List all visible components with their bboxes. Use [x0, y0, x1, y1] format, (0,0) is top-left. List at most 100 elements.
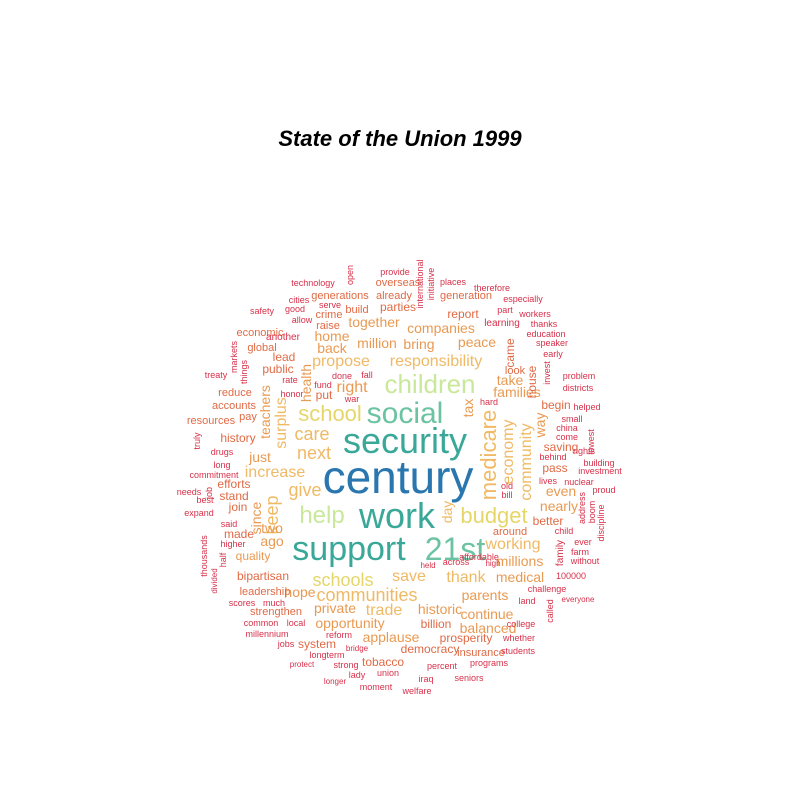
cloud-word-lead: lead — [273, 350, 296, 364]
cloud-word-insurance: insurance — [457, 647, 505, 659]
cloud-word-done: done — [332, 371, 352, 381]
cloud-word-part: part — [497, 305, 513, 315]
cloud-word-commitment: commitment — [189, 470, 239, 480]
cloud-word-another: another — [266, 332, 301, 343]
cloud-word-teachers: teachers — [257, 385, 273, 439]
cloud-word-common: common — [244, 618, 279, 628]
cloud-word-discipline: discipline — [596, 504, 606, 541]
cloud-word-nearly: nearly — [540, 498, 578, 514]
cloud-word-parties: parties — [380, 300, 416, 314]
cloud-word-keep: keep — [262, 495, 282, 534]
cloud-word-strong: strong — [333, 660, 358, 670]
cloud-word-history: history — [220, 431, 255, 445]
cloud-word-saving: saving — [544, 440, 579, 454]
cloud-word-care: care — [294, 424, 329, 444]
cloud-word-private: private — [314, 600, 356, 616]
cloud-word-next: next — [297, 443, 331, 463]
cloud-word-whether: whether — [502, 633, 535, 643]
cloud-word-take: take — [497, 372, 524, 388]
cloud-word-long: long — [213, 460, 230, 470]
cloud-word-helped: helped — [573, 402, 600, 412]
cloud-word-fall: fall — [361, 370, 373, 380]
cloud-word-crime: crime — [316, 309, 343, 321]
cloud-word-resources: resources — [187, 415, 236, 427]
cloud-word-rate: rate — [282, 375, 298, 385]
cloud-word-seniors: seniors — [454, 673, 484, 683]
cloud-word-security: security — [343, 420, 467, 461]
cloud-word-students: students — [501, 646, 536, 656]
cloud-word-21st: 21st — [425, 531, 486, 567]
cloud-word-strengthen: strengthen — [250, 606, 302, 618]
cloud-word-said: said — [221, 519, 238, 529]
cloud-word-invest: invest — [542, 361, 552, 385]
cloud-word-moment: moment — [360, 682, 393, 692]
cloud-word-boom: boom — [587, 501, 597, 524]
cloud-word-came: came — [503, 338, 517, 368]
cloud-word-much: much — [263, 598, 285, 608]
cloud-word-higher: higher — [220, 539, 245, 549]
cloud-word-peace: peace — [458, 334, 496, 350]
cloud-word-already: already — [376, 290, 413, 302]
cloud-word-stand: stand — [219, 489, 248, 503]
cloud-word-way: way — [532, 413, 548, 439]
cloud-word-family: family — [555, 540, 566, 566]
cloud-word-percent: percent — [427, 661, 458, 671]
cloud-word-balanced: balanced — [460, 620, 517, 636]
cloud-word-truly: truly — [192, 432, 202, 450]
cloud-word-best: best — [196, 495, 214, 505]
cloud-word-open: open — [345, 265, 355, 285]
cloud-word-schools: schools — [312, 570, 373, 590]
cloud-word-back: back — [317, 340, 348, 356]
cloud-word-allow: allow — [292, 315, 313, 325]
cloud-word-together: together — [348, 314, 400, 330]
cloud-word-medicare: medicare — [476, 410, 501, 500]
cloud-word-surplus: surplus — [273, 397, 290, 449]
cloud-word-thousands: thousands — [199, 535, 209, 577]
cloud-word-save: save — [392, 568, 426, 585]
cloud-word-build: build — [345, 304, 368, 316]
cloud-word-billion: billion — [421, 617, 452, 631]
cloud-word-medical: medical — [496, 569, 544, 585]
cloud-word-parents: parents — [462, 587, 509, 603]
cloud-word-districts: districts — [563, 383, 594, 393]
cloud-word-welfare: welfare — [401, 686, 431, 696]
cloud-word-cities: cities — [289, 295, 310, 305]
cloud-word-pay: pay — [239, 411, 257, 423]
cloud-word-thank: thank — [446, 569, 486, 586]
cloud-word-increase: increase — [245, 464, 306, 481]
cloud-word-applause: applause — [363, 629, 420, 645]
cloud-word-half: half — [218, 552, 228, 567]
cloud-word-leadership: leadership — [240, 586, 291, 598]
cloud-word-protect: protect — [290, 660, 315, 669]
cloud-word-day: day — [439, 501, 455, 524]
cloud-word-millennium: millennium — [245, 629, 288, 639]
cloud-word-behind: behind — [539, 452, 566, 462]
cloud-word-economy: economy — [500, 420, 517, 485]
cloud-word-house: house — [525, 365, 539, 398]
cloud-word-honor: honor — [280, 389, 303, 399]
cloud-word-working: working — [484, 536, 540, 553]
cloud-word-divided: divided — [210, 568, 219, 593]
cloud-word-reduce: reduce — [218, 387, 252, 399]
cloud-word-give: give — [288, 480, 321, 500]
cloud-word-education: education — [526, 329, 565, 339]
cloud-word-address: address — [577, 491, 587, 524]
cloud-word-since: since — [248, 501, 264, 534]
cloud-word-tax: tax — [460, 399, 476, 418]
cloud-word-ago: ago — [260, 533, 284, 549]
cloud-word-treaty: treaty — [205, 370, 228, 380]
cloud-word-china: china — [556, 423, 578, 433]
cloud-word-work: work — [358, 495, 436, 536]
cloud-word-problem: problem — [563, 371, 596, 381]
cloud-word-without: without — [570, 556, 600, 566]
cloud-word-workers: workers — [518, 309, 551, 319]
cloud-word-especially: especially — [503, 294, 543, 304]
cloud-word-school: school — [298, 401, 362, 426]
cloud-word-join: join — [228, 500, 248, 514]
cloud-word-companies: companies — [407, 320, 475, 336]
cloud-word-put: put — [316, 388, 333, 402]
cloud-word-support: support — [292, 530, 406, 568]
cloud-word-hard: hard — [480, 397, 498, 407]
cloud-word-even: even — [546, 483, 576, 499]
